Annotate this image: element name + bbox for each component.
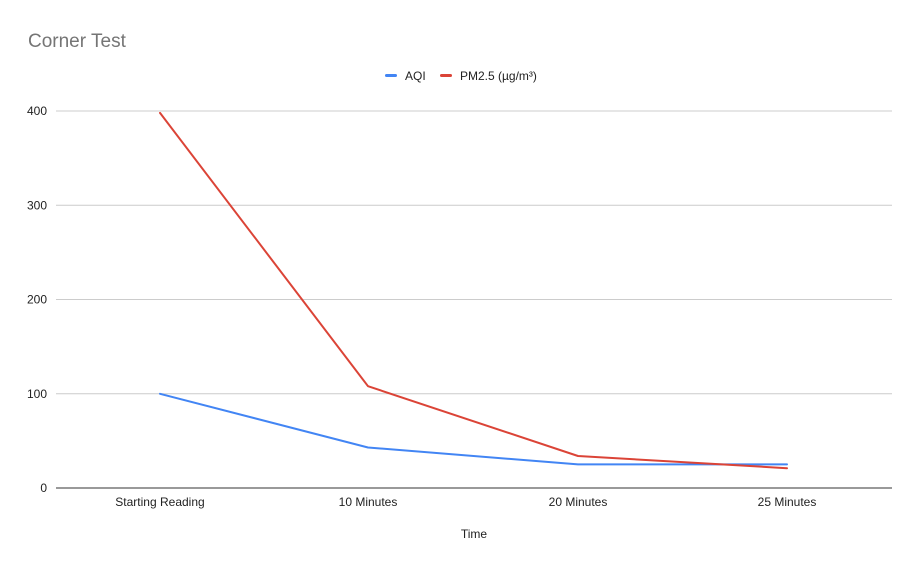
- y-tick-label-0: 0: [40, 481, 47, 495]
- series-lines: [159, 111, 788, 470]
- x-tick-label-starting-reading: Starting Reading: [115, 495, 204, 509]
- y-axis-ticks: 0 100 200 300 400: [27, 104, 47, 495]
- legend-label-aqi: AQI: [405, 69, 426, 83]
- legend: AQI PM2.5 (µg/m³): [385, 69, 537, 83]
- legend-swatch-pm25: [440, 74, 452, 77]
- x-axis-title: Time: [461, 527, 488, 541]
- gridlines: [56, 110, 892, 489]
- legend-swatch-aqi: [385, 74, 397, 77]
- x-tick-label-20-minutes: 20 Minutes: [549, 495, 608, 509]
- y-tick-label-300: 300: [27, 198, 47, 212]
- legend-label-pm25: PM2.5 (µg/m³): [460, 69, 537, 83]
- x-tick-label-25-minutes: 25 Minutes: [758, 495, 817, 509]
- series-line-aqi: [159, 392, 788, 466]
- y-tick-label-200: 200: [27, 293, 47, 307]
- x-axis-ticks: Starting Reading 10 Minutes 20 Minutes 25 M…: [115, 495, 816, 509]
- y-tick-label-100: 100: [27, 387, 47, 401]
- x-tick-label-10-minutes: 10 Minutes: [339, 495, 398, 509]
- y-tick-label-400: 400: [27, 104, 47, 118]
- series-line-pm2-5-g-m: [159, 111, 788, 470]
- chart-title: Corner Test: [28, 31, 127, 52]
